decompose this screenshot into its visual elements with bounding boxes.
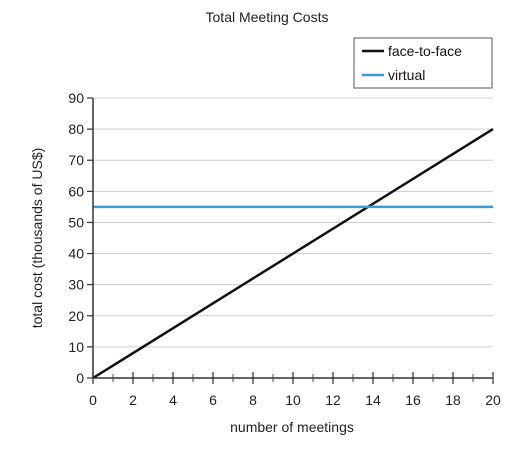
y-tick-label: 30 (68, 277, 84, 293)
axes (87, 97, 494, 384)
x-tick-label: 10 (285, 392, 301, 408)
series-line-face-to-face (92, 128, 494, 380)
y-tick-label: 60 (68, 183, 84, 199)
x-tick-label: 0 (89, 392, 97, 408)
x-tick-label: 20 (485, 392, 501, 408)
chart-title: Total Meeting Costs (206, 9, 329, 25)
tick-labels: 0 10 20 30 40 50 60 70 80 90 0 2 4 6 8 10 12 14 16 18 20 (68, 90, 501, 408)
x-axis-label: number of meetings (230, 419, 354, 435)
x-tick-label: 18 (445, 392, 461, 408)
y-tick-label: 80 (68, 121, 84, 137)
legend-box (353, 37, 493, 89)
y-tick-label: 20 (68, 308, 84, 324)
y-tick-label: 70 (68, 152, 84, 168)
x-tick-label: 14 (365, 392, 381, 408)
x-tick-label: 6 (209, 392, 217, 408)
y-tick-label: 10 (68, 339, 84, 355)
y-tick-label: 90 (68, 90, 84, 106)
legend-label-virtual: virtual (388, 67, 425, 83)
x-tick-label: 2 (129, 392, 137, 408)
x-tick-label: 8 (249, 392, 257, 408)
x-tick-label: 4 (169, 392, 177, 408)
x-tick-label: 12 (325, 392, 341, 408)
grid-lines (93, 97, 493, 348)
legend: face-to-face virtual (353, 37, 493, 89)
legend-label-face-to-face: face-to-face (388, 43, 462, 59)
y-tick-label: 50 (68, 214, 84, 230)
x-tick-label: 16 (405, 392, 421, 408)
series-lines (92, 128, 494, 380)
y-tick-label: 0 (76, 370, 84, 386)
y-tick-label: 40 (68, 246, 84, 262)
y-axis-label: total cost (thousands of US$) (29, 148, 45, 329)
